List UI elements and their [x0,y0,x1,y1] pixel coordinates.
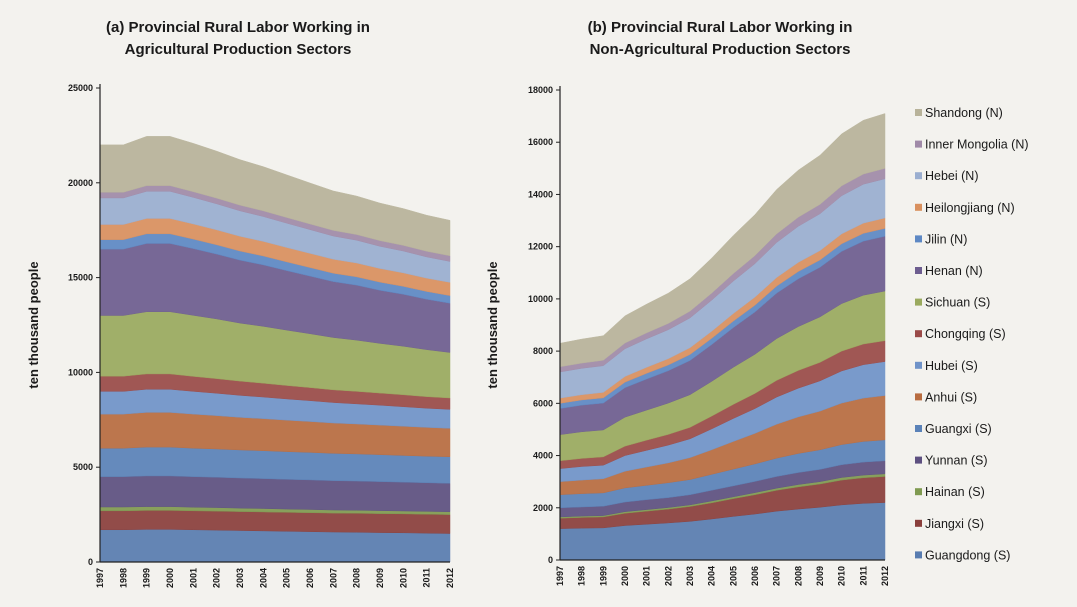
legend-label: Hubei (S) [925,359,978,373]
x-tick-label: 1997 [95,568,105,588]
x-tick-label: 2006 [305,568,315,588]
legend-label: Hainan (S) [925,485,985,499]
x-tick-label: 2002 [212,568,222,588]
area [559,113,886,368]
legend-swatch [915,519,922,527]
legend-swatch [915,488,922,496]
legend-swatch [915,109,922,116]
x-tick-label: 1998 [577,566,587,586]
legend-swatch [915,330,922,338]
y-tick-label: 14000 [528,189,553,199]
legend-swatch [915,235,922,243]
legend-label: Sichuan (S) [925,296,990,310]
y-tick-label: 2000 [533,503,553,513]
x-tick-label: 2006 [750,566,760,586]
x-tick-label: 2010 [398,568,408,588]
y-axis-label: ten thousand people [485,261,500,388]
legend-label: Guangdong (S) [925,548,1010,562]
chart-title: Non-Agricultural Production Sectors [590,41,851,58]
y-tick-label: 15000 [68,273,93,283]
y-tick-label: 0 [88,557,93,567]
x-tick-label: 2004 [258,568,268,588]
x-tick-label: 2008 [793,566,803,586]
legend-label: Yunnan (S) [925,454,988,468]
x-tick-label: 2009 [815,566,825,586]
x-tick-label: 2000 [165,568,175,588]
y-tick-label: 6000 [533,398,553,408]
legend-swatch [915,267,922,274]
x-tick-label: 2012 [880,566,890,586]
legend-swatch [915,172,922,180]
x-tick-label: 2002 [663,566,673,586]
y-tick-label: 20000 [68,178,93,188]
legend-label: Inner Mongolia (N) [925,138,1029,152]
legend-label: Anhui (S) [925,390,977,404]
x-tick-label: 2003 [235,568,245,588]
y-tick-label: 12000 [528,242,553,252]
chart-title: (b) Provincial Rural Labor Working in [588,19,853,36]
legend-swatch [915,203,922,211]
legend-swatch [915,361,922,369]
x-tick-label: 2001 [642,566,652,586]
y-axis-label: ten thousand people [26,261,41,388]
x-tick-label: 2004 [707,566,717,586]
legend-swatch [915,393,922,401]
legend-label: Jilin (N) [925,232,967,246]
x-tick-label: 2009 [375,568,385,588]
x-tick-label: 1998 [118,568,128,588]
chart-title: (a) Provincial Rural Labor Working in [106,19,370,36]
x-tick-label: 2010 [837,566,847,586]
legend-label: Shandong (N) [925,106,1003,120]
y-tick-label: 18000 [528,85,553,95]
x-tick-label: 2000 [620,566,630,586]
x-tick-label: 2003 [685,566,695,586]
legend-swatch [915,425,922,432]
legend-swatch [915,298,922,306]
legend-swatch [915,140,922,148]
x-tick-label: 1999 [142,568,152,588]
y-tick-label: 0 [548,555,553,565]
area [99,529,451,563]
y-tick-label: 4000 [533,451,553,461]
x-tick-label: 2005 [282,568,292,588]
y-tick-label: 8000 [533,346,553,356]
x-tick-label: 1999 [598,566,608,586]
area [99,136,451,257]
legend-swatch [915,456,922,464]
x-tick-label: 2007 [328,568,338,588]
legend-label: Chongqing (S) [925,327,1006,341]
y-tick-label: 25000 [68,83,93,93]
legend-label: Hebei (N) [925,169,979,183]
x-tick-label: 2011 [858,566,868,586]
chart-title: Agricultural Production Sectors [125,41,352,58]
x-tick-label: 2011 [422,568,432,588]
y-tick-label: 10000 [68,367,93,377]
x-tick-label: 2008 [352,568,362,588]
legend-label: Henan (N) [925,264,983,278]
x-tick-label: 2007 [772,566,782,586]
x-tick-label: 1997 [555,566,565,586]
y-tick-label: 16000 [528,137,553,147]
y-tick-label: 5000 [73,462,93,472]
legend-swatch [915,551,922,559]
legend-label: Guangxi (S) [925,422,992,436]
x-tick-label: 2012 [445,568,455,588]
legend-label: Heilongjiang (N) [925,201,1015,215]
legend-label: Jiangxi (S) [925,517,984,531]
x-tick-label: 2005 [728,566,738,586]
y-tick-label: 10000 [528,294,553,304]
x-tick-label: 2001 [188,568,198,588]
